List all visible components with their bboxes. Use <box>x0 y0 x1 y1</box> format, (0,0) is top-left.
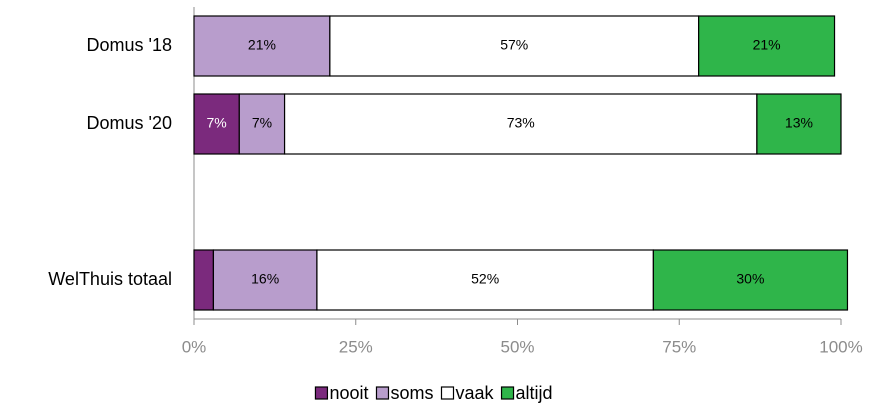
legend-label: altijd <box>516 383 553 403</box>
data-label: 57% <box>500 37 528 53</box>
x-tick-label: 25% <box>339 337 373 356</box>
bar-segment <box>756 93 842 155</box>
data-label: 21% <box>248 37 276 53</box>
x-tick-label: 100% <box>819 337 862 356</box>
data-label: 30% <box>736 271 764 287</box>
legend-swatch <box>375 386 390 400</box>
category-label: Domus '20 <box>87 113 172 133</box>
bar-segment <box>193 249 215 311</box>
bar-segment <box>193 15 331 77</box>
bar-segment <box>329 15 700 77</box>
data-label: 73% <box>507 115 535 131</box>
bar-segment <box>238 93 286 155</box>
data-label: 7% <box>207 115 227 131</box>
bar-segment <box>283 93 758 155</box>
bar-segment <box>193 93 240 155</box>
category-label: Domus '18 <box>87 35 172 55</box>
data-label: 52% <box>471 271 499 287</box>
legend-label: nooit <box>329 383 368 403</box>
x-tick-label: 75% <box>662 337 696 356</box>
bar-segment <box>652 249 849 311</box>
legend-swatch <box>500 386 515 400</box>
x-tick-label: 50% <box>500 337 534 356</box>
legend-label: vaak <box>456 383 495 403</box>
legend-label: soms <box>390 383 433 403</box>
data-label: 7% <box>252 115 272 131</box>
legend-swatch <box>314 386 329 400</box>
bar-segment <box>698 15 836 77</box>
data-label: 21% <box>753 37 781 53</box>
bar-segment <box>316 249 654 311</box>
category-label: WelThuis totaal <box>48 269 172 289</box>
data-label: 13% <box>785 115 813 131</box>
data-label: 16% <box>251 271 279 287</box>
x-tick-label: 0% <box>182 337 207 356</box>
legend-swatch <box>440 386 455 400</box>
